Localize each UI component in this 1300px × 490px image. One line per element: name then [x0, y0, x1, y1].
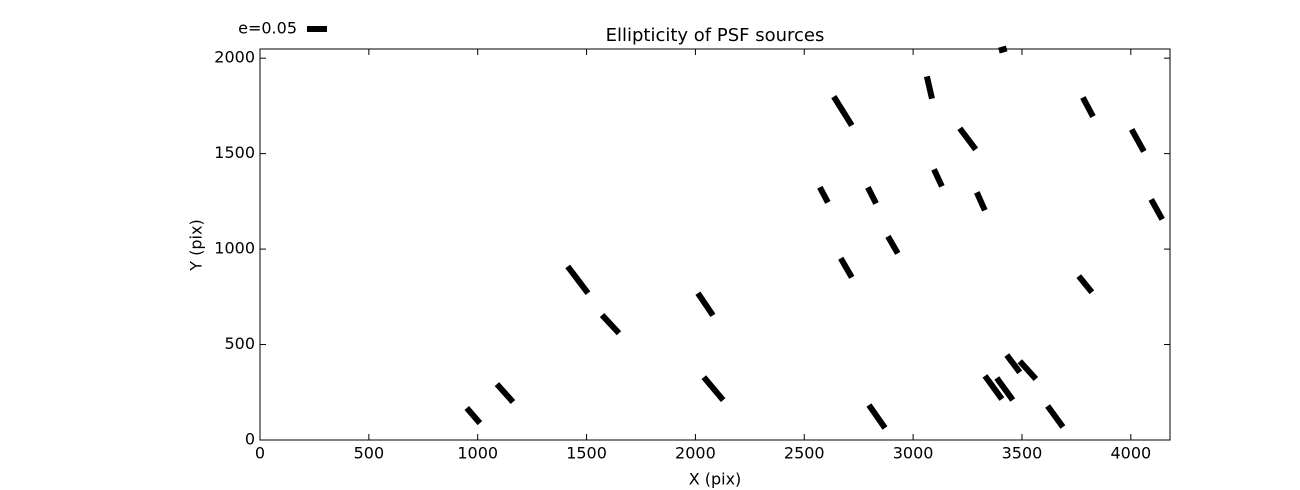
- whisker: [817, 185, 831, 204]
- x-tick-label: 2000: [675, 444, 716, 463]
- whisker: [464, 406, 483, 426]
- y-tick-label: 1500: [214, 143, 255, 162]
- x-tick-label: 1000: [457, 444, 498, 463]
- y-tick-label: 500: [224, 334, 255, 353]
- y-tick-label: 2000: [214, 48, 255, 67]
- whisker: [1017, 359, 1039, 382]
- chart-title: Ellipticity of PSF sources: [606, 25, 825, 46]
- whisker: [923, 75, 935, 100]
- whisker: [931, 168, 945, 188]
- y-tick-label: 0: [245, 430, 255, 449]
- whisker: [1148, 197, 1165, 221]
- whisker: [831, 95, 855, 128]
- whisker: [599, 312, 622, 336]
- whisker: [974, 191, 988, 212]
- whisker: [1080, 96, 1096, 118]
- x-tick-label: 3500: [1002, 444, 1043, 463]
- whisker: [994, 376, 1016, 402]
- key-label: e=0.05: [238, 19, 297, 38]
- y-tick-label: 1000: [214, 239, 255, 258]
- whisker: [866, 403, 888, 430]
- x-tick-label: 4000: [1110, 444, 1151, 463]
- whisker: [957, 126, 979, 152]
- whisker: [982, 374, 1005, 401]
- whisker: [838, 256, 855, 279]
- x-tick-label: 3000: [893, 444, 934, 463]
- x-tick-label: 1500: [566, 444, 607, 463]
- whisker: [565, 264, 591, 296]
- y-axis-label: Y (pix): [187, 219, 206, 271]
- whisker: [865, 186, 879, 205]
- x-tick-label: 500: [354, 444, 385, 463]
- whisker: [885, 234, 901, 255]
- plot-frame: [259, 48, 1171, 441]
- whisker: [1004, 353, 1023, 375]
- whisker: [998, 45, 1008, 54]
- whisker: [494, 382, 516, 404]
- whisker: [1129, 127, 1147, 153]
- whisker: [1076, 274, 1095, 295]
- whisker: [1045, 404, 1066, 429]
- x-tick-label: 2500: [784, 444, 825, 463]
- whisker: [695, 291, 716, 318]
- whisker: [701, 375, 726, 403]
- x-tick-label: 0: [255, 444, 265, 463]
- x-axis-label: X (pix): [689, 470, 742, 489]
